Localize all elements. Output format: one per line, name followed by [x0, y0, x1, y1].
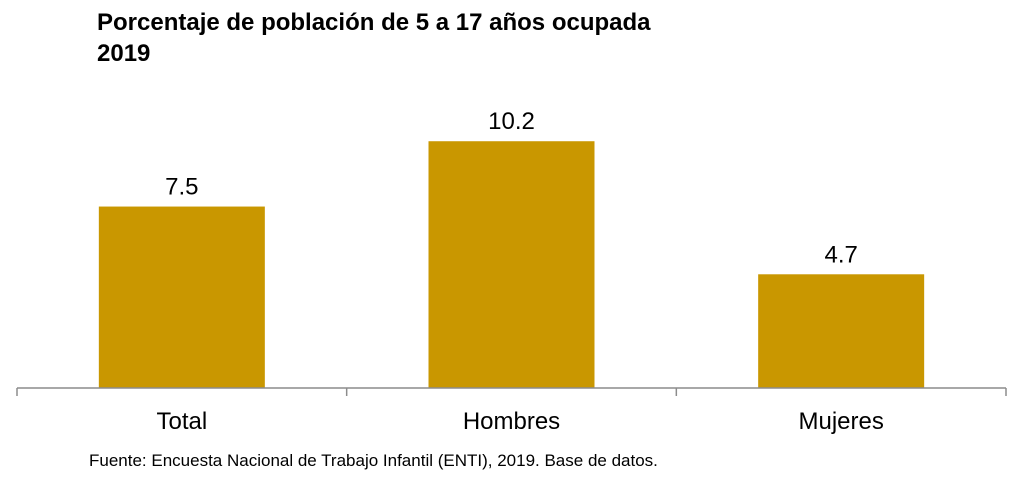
chart-subtitle: 2019	[97, 40, 151, 67]
category-label-hombres: Hombres	[463, 408, 560, 435]
category-label-total: Total	[156, 408, 207, 435]
bar-total	[98, 206, 265, 388]
value-label-mujeres: 4.7	[824, 241, 857, 268]
chart-title: Porcentaje de población de 5 a 17 años o…	[97, 7, 651, 69]
source-note: Fuente: Encuesta Nacional de Trabajo Inf…	[89, 451, 658, 470]
value-label-hombres: 10.2	[488, 108, 535, 135]
bars-group	[98, 141, 925, 388]
category-labels-group: Total Hombres Mujeres	[156, 408, 883, 435]
bar-hombres	[428, 141, 595, 388]
chart-title-main: Porcentaje de población de 5 a 17 años o…	[97, 9, 651, 36]
value-label-total: 7.5	[165, 174, 198, 201]
category-label-mujeres: Mujeres	[798, 408, 883, 435]
bar-mujeres	[758, 274, 925, 388]
x-axis	[16, 387, 1007, 396]
value-labels-group: 7.5 10.2 4.7	[165, 108, 858, 268]
